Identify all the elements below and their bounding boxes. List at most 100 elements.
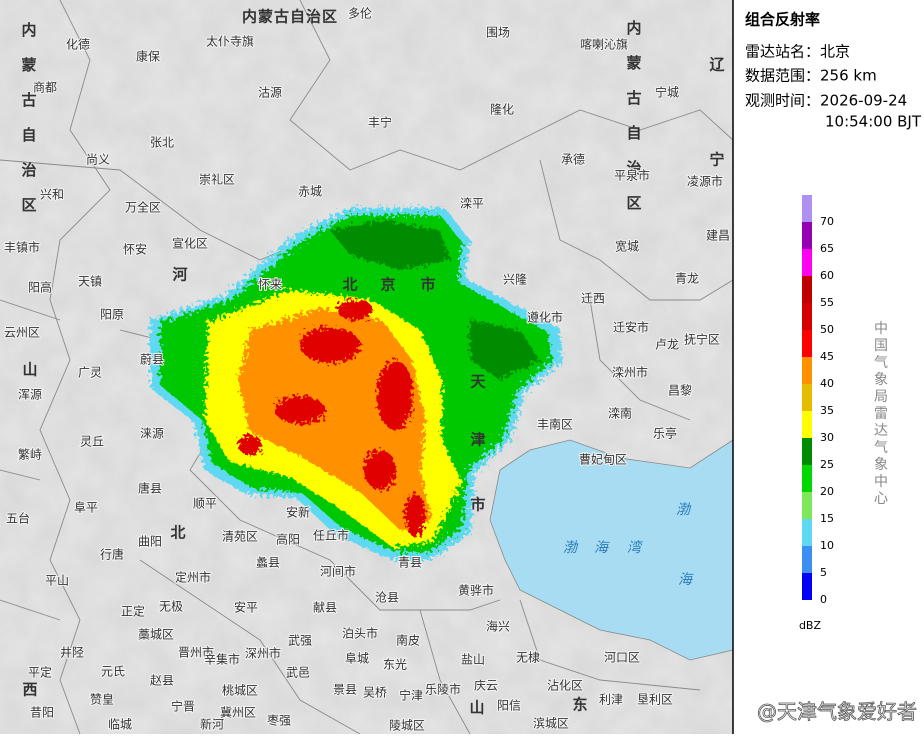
place-label: 万全区 — [125, 200, 161, 215]
place-label: 康保 — [136, 49, 160, 64]
place-label: 丰宁 — [368, 115, 392, 130]
legend-label: 0 — [820, 593, 827, 606]
legend-label: 20 — [820, 485, 834, 498]
echo-red — [238, 300, 425, 537]
place-label: 涞源 — [140, 427, 164, 441]
place-label: 唐县 — [138, 481, 162, 496]
legend-swatch — [802, 303, 812, 330]
place-label: 平山 — [45, 574, 69, 588]
legend-swatch — [802, 492, 812, 519]
place-label: 平定 — [28, 665, 52, 680]
place-label: 青龙 — [675, 272, 699, 286]
place-label: 桃城区 — [222, 683, 258, 698]
region-label: 河 — [172, 266, 187, 284]
region-label: 京 — [380, 276, 395, 294]
place-label: 枣强 — [267, 714, 291, 728]
place-label: 无极 — [159, 600, 183, 614]
legend-swatch — [802, 357, 812, 384]
place-label: 广灵 — [78, 366, 102, 380]
place-label: 沾化区 — [547, 679, 583, 693]
place-label: 河口区 — [604, 651, 640, 665]
place-label: 正定 — [121, 604, 145, 619]
place-label: 无棣 — [516, 650, 540, 665]
legend-label: 10 — [820, 539, 834, 552]
legend-label: 50 — [820, 323, 834, 336]
region-label: 市 — [420, 276, 435, 294]
place-label: 黄骅市 — [458, 583, 494, 598]
legend-label: 30 — [820, 431, 834, 444]
place-label: 繁峙 — [18, 447, 42, 462]
sea — [489, 439, 734, 661]
place-label: 沽源 — [258, 86, 282, 100]
place-label: 泊头市 — [342, 626, 378, 641]
legend-swatch — [802, 249, 812, 276]
legend-label: 25 — [820, 458, 834, 471]
place-label: 宁晋 — [171, 699, 195, 714]
place-label: 滦平 — [460, 196, 484, 211]
place-label: 阳高 — [28, 280, 52, 295]
range: 数据范围：256 km — [745, 67, 877, 85]
legend-swatch — [802, 465, 812, 492]
place-label: 利津 — [599, 693, 623, 707]
place-label: 青县 — [398, 556, 422, 570]
place-label: 迁安市 — [613, 320, 649, 335]
place-label: 任丘市 — [313, 528, 349, 543]
place-label: 东光 — [383, 658, 407, 672]
place-label: 商都 — [33, 80, 57, 95]
place-label: 隆化 — [490, 102, 514, 117]
place-label: 承德 — [561, 152, 585, 167]
legend-swatch — [802, 222, 812, 249]
place-label: 凌源市 — [687, 174, 723, 189]
place-label: 曹妃甸区 — [579, 453, 627, 467]
legend-label: 5 — [820, 566, 827, 579]
legend-label: 35 — [820, 404, 834, 417]
place-label: 赤城 — [298, 185, 322, 199]
legend-label: 15 — [820, 512, 834, 525]
map: 内蒙古自治区内蒙古自治区 内蒙古自治区河北山西山 东北京市天津市辽宁渤海湾渤海化德康… — [0, 0, 734, 735]
place-label: 乐亭 — [653, 426, 677, 441]
place-label: 平泉市 — [614, 168, 650, 183]
place-label: 宁城 — [655, 85, 679, 100]
place-label: 定州市 — [175, 570, 211, 585]
place-label: 浑源 — [18, 388, 42, 402]
place-label: 晋州市 — [178, 645, 214, 660]
legend-swatch — [802, 519, 812, 546]
place-label: 武邑 — [286, 666, 310, 680]
place-label: 太仆寺旗 — [206, 34, 254, 49]
panel-title: 组合反射率 — [745, 11, 820, 29]
place-label: 滨城区 — [533, 716, 569, 731]
echo-dark-green — [330, 220, 540, 380]
region-label: 西 — [22, 681, 37, 699]
place-label: 兴和 — [40, 188, 64, 202]
place-label: 云州区 — [4, 326, 40, 340]
place-label: 行唐 — [100, 547, 124, 562]
place-label: 滦南 — [608, 406, 632, 421]
region-label: 市 — [470, 496, 485, 514]
place-label: 献县 — [313, 600, 337, 615]
place-label: 多伦 — [348, 6, 372, 21]
place-label: 清苑区 — [222, 530, 258, 544]
legend-label: 65 — [820, 242, 834, 255]
place-label: 抚宁区 — [684, 332, 720, 347]
place-label: 灵丘 — [80, 435, 104, 449]
place-label: 元氏 — [101, 665, 125, 679]
place-label: 宽城 — [615, 239, 639, 254]
sea-label: 渤 — [563, 540, 579, 556]
place-label: 怀来 — [258, 278, 282, 292]
place-label: 昔阳 — [30, 706, 54, 720]
region-label: 北 — [170, 524, 185, 542]
legend-label: 60 — [820, 269, 834, 282]
place-label: 天镇 — [78, 275, 102, 289]
place-label: 景县 — [333, 683, 357, 697]
region-label: 天 — [470, 373, 486, 391]
place-label: 滦州市 — [612, 365, 648, 380]
time-clock: 10:54:00 BJT — [825, 113, 922, 131]
place-label: 顺平 — [193, 497, 217, 511]
place-label: 赞皇 — [90, 693, 114, 707]
region-label: 辽 — [709, 56, 724, 74]
place-label: 深州市 — [245, 646, 281, 661]
place-label: 曲阳 — [138, 535, 162, 549]
legend-swatch — [802, 438, 812, 465]
place-label: 藁城区 — [138, 628, 174, 642]
legend-label: 40 — [820, 377, 834, 390]
